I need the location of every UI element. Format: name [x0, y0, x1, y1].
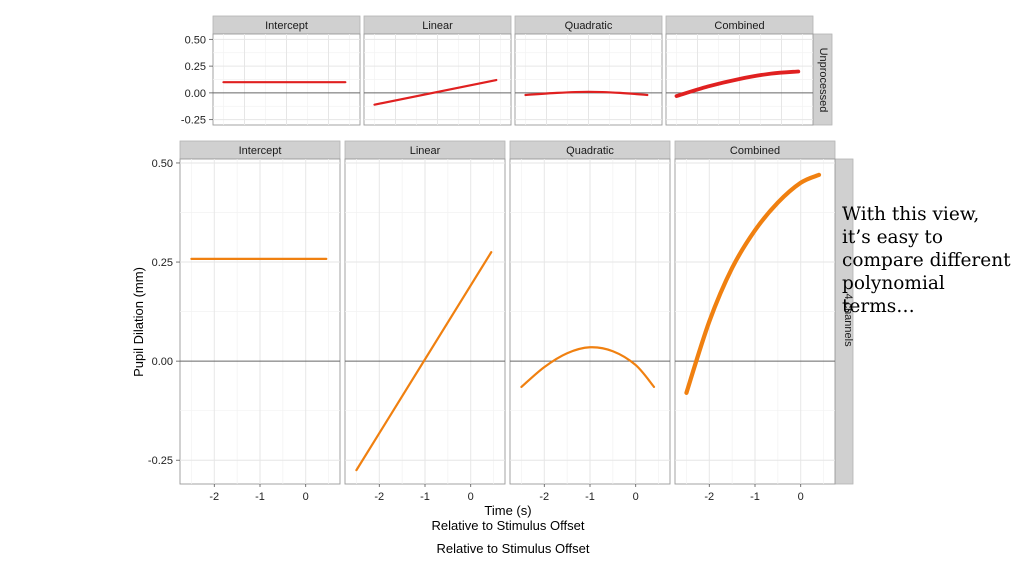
series-line — [355, 251, 493, 472]
y-tick-label: 0.50 — [185, 34, 206, 46]
panel-title: Quadratic — [566, 145, 614, 157]
x-tick-label: 0 — [468, 491, 474, 503]
x-axis-title: Time (s) — [484, 503, 531, 518]
x-tick-label: -1 — [420, 491, 430, 503]
y-tick-label: 0.50 — [152, 158, 173, 170]
x-tick-label: 0 — [798, 491, 804, 503]
x-tick-label: 0 — [303, 491, 309, 503]
series-line — [674, 69, 801, 98]
series-line — [524, 90, 649, 97]
y-tick-label: -0.25 — [181, 115, 206, 127]
x-tick-label: -2 — [209, 491, 219, 503]
x-tick-label: 0 — [633, 491, 639, 503]
annotation-line: With this view, — [842, 204, 980, 225]
y-tick-label: 0.00 — [152, 356, 173, 368]
annotation-line: it’s easy to — [842, 227, 943, 248]
panel-title: Combined — [730, 145, 780, 157]
x-tick-label: -2 — [374, 491, 384, 503]
series-line — [684, 172, 822, 395]
annotation-line: polynomial — [842, 273, 945, 294]
y-axis-title: Pupil Dilation (mm) — [131, 267, 146, 377]
x-axis-subtitle: Relative to Stimulus Offset — [432, 518, 585, 533]
y-tick-label: 0.25 — [185, 61, 206, 73]
annotation-line: compare different — [842, 250, 1011, 271]
y-tick-label: 0.00 — [185, 88, 206, 100]
annotation-text: With this view, it’s easy to compare dif… — [842, 203, 1022, 318]
panel-title: Linear — [422, 20, 453, 32]
panel-title: Quadratic — [565, 20, 613, 32]
x-tick-label: -1 — [750, 491, 760, 503]
top-strip-group-label: Unprocessed — [817, 48, 829, 113]
panel-title: Intercept — [265, 20, 308, 32]
x-tick-label: -2 — [539, 491, 549, 503]
x-tick-label: -1 — [585, 491, 595, 503]
bottom-strip-group-label: 4 channels — [842, 293, 854, 347]
series-line — [520, 346, 656, 388]
annotation-line: terms… — [842, 296, 915, 317]
y-tick-label: -0.25 — [148, 455, 173, 467]
x-tick-label: -2 — [704, 491, 714, 503]
series-line — [373, 78, 498, 106]
y-tick-label: 0.25 — [152, 257, 173, 269]
panel-title: Linear — [410, 145, 441, 157]
panel-title: Intercept — [239, 145, 282, 157]
panel-title: Combined — [714, 20, 764, 32]
x-tick-label: -1 — [255, 491, 265, 503]
figure-caption: Relative to Stimulus Offset — [437, 541, 590, 556]
